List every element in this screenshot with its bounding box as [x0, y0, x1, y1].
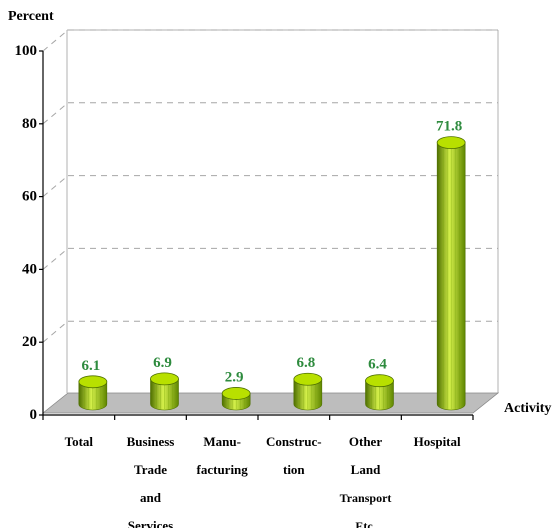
category-label: Hospital: [414, 434, 461, 449]
category-label: Business: [127, 434, 175, 449]
bar: [365, 374, 394, 411]
bar-top-cap: [221, 387, 251, 400]
category-label: Manu-: [203, 434, 241, 449]
bar-top-cap: [365, 374, 394, 388]
x-ticks: [42, 415, 474, 420]
y-tick-label: 40: [22, 261, 37, 277]
y-tick-label: 60: [22, 189, 37, 205]
bar: [221, 387, 251, 411]
x-axis-title: Activity: [504, 401, 551, 416]
category-label: Etc.: [355, 519, 375, 528]
data-label: 6.1: [81, 358, 100, 374]
bar-top-cap: [293, 372, 323, 386]
gridline-diag: [42, 320, 69, 343]
category-label: Land: [351, 462, 381, 477]
bars: [78, 136, 466, 411]
data-label: 6.8: [296, 355, 315, 371]
category-label: Other: [349, 434, 382, 449]
gridline-diag: [42, 102, 69, 125]
bar: [293, 372, 323, 411]
chart-floor: [41, 392, 500, 414]
back-wall: [42, 30, 498, 415]
bar: [436, 136, 466, 411]
y-axis-title: Percent: [8, 9, 54, 24]
data-label: 6.9: [153, 355, 172, 371]
y-tick-label: 80: [22, 116, 37, 132]
data-labels: 6.1 6.9 2.9 6.8 6.4 71.8: [81, 119, 462, 386]
bar-top-cap: [150, 372, 179, 386]
category-label: and: [140, 490, 162, 505]
category-labels: Total Business Trade and Services Manu-factur…: [65, 434, 461, 528]
category-label: Total: [65, 434, 94, 449]
y-tick-label: 0: [30, 407, 38, 423]
category-label: Transport: [340, 491, 392, 505]
category-label: facturing: [197, 462, 249, 477]
bar: [78, 375, 108, 411]
data-label: 71.8: [436, 119, 462, 135]
data-label: 2.9: [225, 369, 244, 385]
gridline-diag: [42, 29, 69, 52]
bar-top-cap: [78, 375, 108, 389]
category-label: Construc-: [266, 434, 322, 449]
category-label: tion: [283, 462, 305, 477]
y-tick-label: 20: [22, 334, 37, 350]
bar-top-cap: [436, 136, 466, 150]
gridline-diag: [42, 248, 69, 270]
gridlines: [42, 29, 498, 343]
y-ticks: 0 20 40 60 80 100: [15, 43, 43, 423]
gridline-diag: [42, 175, 69, 197]
data-label: 6.4: [368, 357, 387, 373]
bar: [150, 372, 179, 411]
category-label: Trade: [134, 462, 167, 477]
category-label: Services: [128, 518, 173, 528]
y-tick-label: 100: [15, 43, 38, 59]
